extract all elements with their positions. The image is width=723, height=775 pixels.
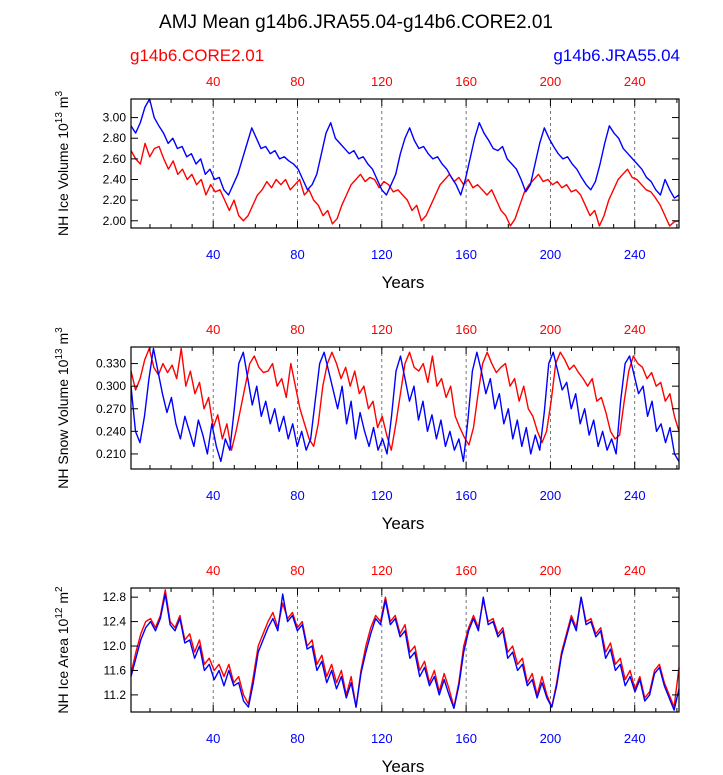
y-axis-label-part: 13 (54, 348, 65, 360)
x-tick-label-top: 200 (540, 74, 562, 89)
panel-2: 40 40 80 80 120 120 160 160 200 200 240 240 0.210 0.2… (54, 322, 680, 533)
y-tick-label: 2.40 (103, 172, 127, 186)
x-tick-label-bottom: 160 (455, 247, 477, 262)
x-tick-label-top: 80 (290, 74, 304, 89)
x-axis-label: Years (382, 514, 425, 533)
x-tick-label-top: 40 (206, 322, 220, 337)
x-tick-label-bottom: 120 (371, 731, 393, 746)
x-tick-label-top: 40 (206, 74, 220, 89)
x-tick-label-bottom: 80 (290, 247, 304, 262)
x-tick-label-bottom: 40 (206, 488, 220, 503)
y-tick-label: 0.330 (96, 357, 126, 371)
x-tick-label-top: 240 (624, 322, 646, 337)
y-tick-label: 0.300 (96, 379, 126, 393)
y-tick-label: 2.80 (103, 131, 127, 145)
series-line-core (130, 347, 680, 451)
y-axis-label-part: m (55, 97, 71, 113)
plot-frame (130, 587, 680, 713)
y-tick-label: 12.8 (103, 590, 127, 604)
panel-1: 40 40 80 80 120 120 160 160 200 200 240 240 2.00 2.20… (54, 74, 680, 292)
x-axis-label: Years (382, 757, 425, 775)
y-axis-label-part: 3 (54, 91, 65, 97)
x-tick-label-top: 120 (371, 563, 393, 578)
x-tick-label-top: 80 (290, 563, 304, 578)
y-axis-label-part: 2 (54, 586, 65, 592)
x-tick-label-bottom: 160 (455, 731, 477, 746)
x-tick-label-top: 200 (540, 322, 562, 337)
x-tick-label-top: 160 (455, 322, 477, 337)
x-tick-label-bottom: 200 (540, 488, 562, 503)
x-tick-label-top: 160 (455, 74, 477, 89)
x-tick-label-bottom: 240 (624, 731, 646, 746)
x-tick-label-bottom: 80 (290, 488, 304, 503)
y-tick-label: 0.210 (96, 447, 126, 461)
x-tick-label-top: 240 (624, 74, 646, 89)
y-tick-label: 3.00 (103, 111, 127, 125)
y-axis-label-part: NH Snow Volume 10 (55, 359, 71, 488)
y-tick-label: 12.0 (103, 639, 127, 653)
y-tick-label: 0.270 (96, 402, 126, 416)
y-axis-label-part: NH Ice Volume 10 (55, 123, 71, 236)
x-tick-label-bottom: 40 (206, 731, 220, 746)
y-axis-label-part: 13 (54, 112, 65, 124)
series-line-jra (130, 593, 680, 711)
series-line-core (130, 142, 680, 227)
panels: 404080801201201601602002002402402.002.20… (54, 74, 680, 775)
y-axis-label-part: 3 (54, 327, 65, 333)
x-tick-label-bottom: 240 (624, 247, 646, 262)
legend-jra: g14b6.JRA55.04 (553, 46, 680, 65)
x-tick-label-bottom: 120 (371, 488, 393, 503)
x-tick-label-bottom: 200 (540, 247, 562, 262)
x-tick-label-bottom: 120 (371, 247, 393, 262)
y-axis-label-part: m (55, 333, 71, 349)
x-tick-label-top: 120 (371, 74, 393, 89)
x-tick-label-top: 120 (371, 322, 393, 337)
figure-title: AMJ Mean g14b6.JRA55.04-g14b6.CORE2.01 (159, 12, 553, 33)
x-tick-label-bottom: 160 (455, 488, 477, 503)
y-tick-label: 0.240 (96, 424, 126, 438)
x-tick-label-top: 160 (455, 563, 477, 578)
plot-frame (130, 346, 680, 470)
y-axis-label-part: 12 (54, 607, 65, 619)
y-axis-label: NH Ice Volume 1013 m3 (54, 91, 71, 237)
x-tick-label-top: 80 (290, 322, 304, 337)
y-tick-label: 11.2 (104, 688, 127, 702)
x-tick-label-top: 240 (624, 563, 646, 578)
y-axis-label: NH Snow Volume 1013 m3 (54, 327, 71, 489)
legend-core: g14b6.CORE2.01 (130, 46, 264, 65)
series-line-jra (130, 347, 680, 463)
plot-frame (130, 98, 680, 229)
series-line-core (130, 589, 680, 708)
x-tick-label-bottom: 200 (540, 731, 562, 746)
y-tick-label: 12.4 (103, 615, 127, 629)
y-axis-label: NH Ice Area 1012 m2 (54, 586, 71, 714)
y-tick-label: 2.00 (103, 214, 127, 228)
y-tick-label: 2.60 (103, 152, 127, 166)
x-tick-label-top: 200 (540, 563, 562, 578)
y-axis-label-part: NH Ice Area 10 (55, 618, 71, 713)
x-axis-label: Years (382, 273, 425, 292)
x-tick-label-bottom: 40 (206, 247, 220, 262)
x-tick-label-bottom: 240 (624, 488, 646, 503)
y-axis-label-part: m (55, 592, 71, 608)
x-tick-label-bottom: 80 (290, 731, 304, 746)
y-tick-label: 11.6 (104, 663, 127, 677)
y-tick-label: 2.20 (103, 193, 127, 207)
x-tick-label-top: 40 (206, 563, 220, 578)
panel-3: 40 40 80 80 120 120 160 160 200 200 240 240 11.2 11.6… (54, 563, 680, 775)
series-line-jra (130, 98, 680, 199)
